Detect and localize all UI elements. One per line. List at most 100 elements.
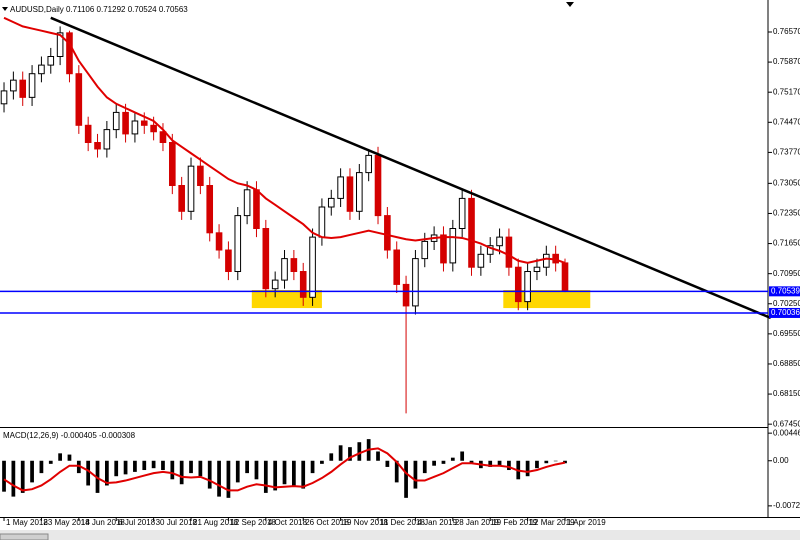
- macd-bar: [301, 460, 306, 489]
- macd-bar: [67, 454, 72, 461]
- candle-body: [374, 154, 382, 217]
- candle-body: [19, 79, 27, 98]
- y-tick-label: 0.68850: [773, 359, 800, 368]
- macd-bar: [348, 447, 352, 461]
- candle-body: [84, 124, 92, 144]
- macd-bar: [198, 460, 203, 477]
- candle-body: [468, 197, 475, 268]
- x-tick-label: 21 Aug 2018: [193, 518, 238, 527]
- macd-bar: [39, 460, 44, 474]
- x-tick-label: 19 Feb 2019: [492, 518, 537, 527]
- y-tick-label: 0.70950: [773, 269, 800, 278]
- x-tick-label: 12 Mar 2019: [530, 518, 575, 527]
- candle-body: [215, 232, 223, 251]
- x-tick-label: 30 Jul 2018: [156, 518, 198, 527]
- candle-body: [140, 120, 148, 126]
- scroll-thumb[interactable]: [0, 533, 49, 540]
- x-tick-label: 6 Jul 2018: [118, 518, 155, 527]
- y-tick-label: 0.68150: [773, 389, 800, 398]
- candle-body: [514, 266, 522, 303]
- macd-bar: [376, 451, 380, 461]
- macd-bar: [254, 460, 259, 480]
- macd-bar: [441, 460, 446, 464]
- y-tick-label: 0.004467: [773, 428, 800, 437]
- candle-body: [0, 90, 8, 105]
- candle-body: [10, 79, 17, 92]
- macd-bar: [320, 460, 324, 464]
- candle-body: [75, 73, 83, 126]
- macd-bar: [86, 460, 91, 486]
- macd-bar: [245, 460, 249, 474]
- macd-title: MACD(12,26,9) -0.000405 -0.000308: [3, 431, 136, 440]
- candle-body: [543, 253, 550, 268]
- candle-body: [66, 32, 73, 75]
- level-label: 0.70036: [771, 308, 800, 317]
- macd-bar: [282, 460, 287, 485]
- macd-bar: [310, 460, 315, 474]
- macd-bar: [11, 460, 16, 497]
- macd-bar: [273, 460, 278, 491]
- candle-body: [449, 228, 457, 264]
- macd-bar: [104, 460, 109, 486]
- y-tick-label: 0.76570: [773, 27, 800, 36]
- menu-arrow[interactable]: [2, 7, 8, 11]
- macd-bar: [563, 460, 567, 464]
- plot-layer: 0.76570 0.75870 0.75170 0.74470 0.73770 0.730…: [0, 16, 800, 527]
- macd-bar: [161, 460, 165, 471]
- macd-bar: [20, 460, 25, 493]
- macd-bar: [179, 460, 184, 485]
- candle-body: [524, 271, 531, 303]
- y-tick-label: 0.73770: [773, 148, 800, 157]
- candle-body: [337, 176, 344, 199]
- macd-bar: [235, 460, 240, 483]
- macd-bar: [525, 460, 530, 477]
- macd-bar: [217, 460, 221, 497]
- candle-body: [103, 129, 111, 150]
- macd-bar: [535, 460, 539, 469]
- candle-body: [150, 124, 157, 133]
- macd-bar: [30, 460, 34, 483]
- macd-bar: [170, 460, 175, 480]
- macd-bar: [291, 460, 296, 486]
- macd-bar: [142, 460, 147, 471]
- candle-body: [477, 253, 485, 268]
- y-tick-label: 0.70250: [773, 299, 800, 308]
- signal-line: [3, 447, 566, 492]
- candle-body: [234, 215, 242, 273]
- candle-body: [94, 142, 101, 150]
- candle-body: [393, 249, 401, 285]
- macd-bar: [189, 460, 193, 474]
- candle-body: [187, 165, 195, 212]
- candle-body: [458, 197, 466, 230]
- candle-body: [281, 258, 288, 281]
- macd-bar: [263, 460, 268, 493]
- macd-bar: [226, 460, 231, 498]
- scrollbar[interactable]: [0, 530, 800, 540]
- y-tick-label: 0.67450: [773, 419, 800, 428]
- macd-bar: [404, 460, 408, 498]
- macd-bar: [422, 460, 427, 474]
- candle-body: [169, 142, 176, 187]
- macd-bar: [497, 460, 502, 466]
- moving-average: [3, 16, 566, 264]
- macd-bar: [338, 445, 343, 461]
- x-tick-label: 1 Apr 2019: [567, 518, 606, 527]
- candle-body: [318, 206, 326, 238]
- x-tick-label: 28 Jan 2019: [455, 518, 500, 527]
- macd-bar: [123, 460, 128, 475]
- candle-body: [178, 185, 185, 212]
- y-tick-label: -0.007299: [773, 501, 800, 510]
- macd-bar: [151, 460, 156, 469]
- level-label: 0.70539: [771, 286, 800, 295]
- candle-body: [356, 172, 363, 212]
- candle-body: [131, 120, 139, 135]
- level-label-box: [769, 286, 800, 297]
- candle-body: [197, 165, 204, 187]
- candle-body: [402, 283, 410, 307]
- trendline: [50, 16, 772, 320]
- chart-title: AUDUSD,Daily 0.71106 0.71292 0.70524 0.7…: [10, 5, 188, 14]
- y-tick-label: 0.75870: [773, 57, 800, 66]
- macd-bar: [48, 460, 53, 464]
- candle-body: [505, 236, 513, 268]
